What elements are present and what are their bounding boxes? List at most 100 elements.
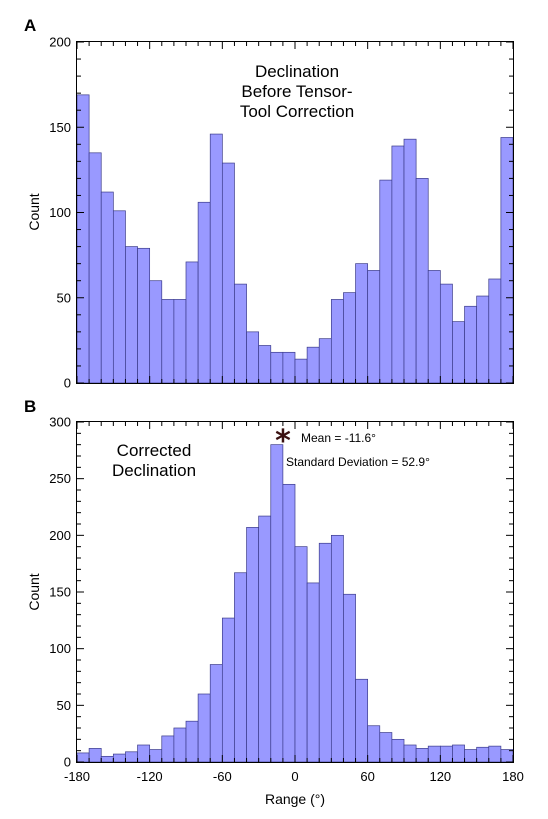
panel-a-bar: [488, 278, 502, 384]
panel-a-bar: [270, 351, 284, 384]
mean-stat: Mean = -11.6°: [301, 431, 376, 445]
panel-b-bar: [282, 483, 296, 763]
panel-a-ytick-label: 0: [64, 376, 71, 391]
panel-a: A 0 50 100 150 200 Count Declination Before …: [24, 16, 514, 391]
panel-a-annotation-line-2: Before Tensor-: [241, 82, 352, 101]
panel-a-frame: [76, 41, 514, 384]
panel-a-ytick-label: 50: [57, 290, 71, 305]
panel-a-ylabel: Count: [26, 193, 42, 230]
panel-b-bar: [330, 534, 344, 763]
panel-a-bar: [112, 210, 126, 384]
panel-b-bar: [125, 751, 138, 763]
panel-b-letter: B: [24, 397, 36, 416]
panel-b-bar: [185, 720, 199, 763]
panel-a-bar: [282, 351, 296, 384]
panel-b-frame: [76, 421, 514, 763]
panel-a-bar: [306, 346, 320, 384]
panel-b-bar: [294, 546, 308, 763]
panel-b-bar: [439, 745, 453, 763]
panel-a-bar: [234, 283, 247, 384]
panel-b-ytick-label: 200: [49, 528, 71, 543]
panel-a-bar: [391, 145, 405, 384]
panel-b-bar: [452, 744, 465, 763]
panel-b-ytick-label: 300: [49, 415, 71, 430]
panel-b-bar: [270, 444, 284, 763]
panel-b-xtick-label: -120: [137, 769, 163, 784]
panel-b-bar: [246, 527, 260, 763]
panel-a-ytick-label: 100: [49, 205, 71, 220]
panel-a-bar: [476, 295, 490, 384]
panel-a-bar: [318, 338, 332, 384]
panel-b-bar: [173, 727, 187, 763]
panel-b-bar: [391, 738, 405, 763]
panel-b-ytick-label: 150: [49, 585, 71, 600]
panel-b-xtick-label: 0: [291, 769, 298, 784]
panel-b-bar: [415, 748, 429, 763]
panel-b-bar: [197, 693, 211, 763]
panel-a-bar: [149, 280, 163, 384]
panel-b-xlabel: Range (°): [265, 791, 325, 807]
panel-b-xtick-label: 60: [360, 769, 374, 784]
panel-b-bar: [500, 749, 514, 763]
panel-a-bar: [88, 152, 102, 384]
panel-b-bar: [149, 749, 163, 763]
panel-b-ticks: 0 50 100 150 200 250 300 -180 -120 -60 0 60 120 180: [49, 415, 524, 785]
panel-a-bar: [464, 305, 478, 384]
panel-a-bar: [452, 321, 465, 384]
panel-a-bar: [367, 270, 381, 384]
panel-b-bar: [379, 732, 393, 763]
panel-a-bar: [415, 178, 429, 384]
panel-b-xtick-label: 120: [429, 769, 451, 784]
panel-b-bar: [161, 735, 175, 763]
mean-marker-icon: *: [275, 424, 291, 459]
panel-a-bar: [185, 261, 199, 384]
panel-b-annotation-line-1: Corrected: [117, 441, 192, 460]
panel-a-bar: [403, 138, 417, 384]
panel-a-bar: [246, 331, 260, 384]
panel-a-bar: [379, 179, 393, 384]
panel-b-bar: [209, 664, 223, 763]
panel-a-bar: [500, 137, 514, 384]
panel-b-bar: [343, 593, 356, 763]
panel-b-xtick-label: -60: [213, 769, 232, 784]
panel-b-ytick-label: 0: [64, 755, 71, 770]
panel-b-xtick-label: -180: [64, 769, 90, 784]
panel-a-bar: [343, 292, 356, 384]
panel-b-bar: [488, 745, 502, 763]
panel-b-bar: [88, 748, 102, 763]
panel-a-ytick-label: 200: [49, 35, 71, 50]
panel-b-bar: [137, 744, 151, 763]
panel-a-bar: [330, 299, 344, 384]
panel-b-bar: [464, 749, 478, 763]
panel-b-bar: [258, 515, 272, 763]
panel-a-bar: [173, 299, 187, 384]
panel-b-annotation-line-2: Declination: [112, 461, 196, 480]
panel-b-bar: [476, 746, 490, 763]
panel-b-bar: [234, 572, 247, 763]
panel-a-bar: [125, 246, 138, 384]
panel-a-bar: [294, 358, 308, 384]
panel-b-ytick-label: 50: [57, 698, 71, 713]
panel-b-bar: [112, 753, 126, 763]
panel-a-bar: [355, 263, 369, 384]
panel-a-bar: [100, 191, 114, 384]
panel-a-ticks: 0 50 100 150 200: [49, 35, 514, 391]
panel-a-bar: [209, 133, 223, 384]
panel-b-bar: [76, 752, 90, 763]
panel-b-bar: [221, 617, 235, 763]
panel-a-bar: [258, 345, 272, 384]
panel-b-bar: [318, 542, 332, 763]
panel-b-ylabel: Count: [26, 573, 42, 610]
panel-a-bars: [76, 94, 514, 384]
panel-b-xtick-label: 180: [502, 769, 524, 784]
panel-b: B 0 50 100 150 200 250 300 -180 -120 -60 0 60 120 180…: [24, 397, 524, 807]
panel-a-bar: [427, 270, 441, 384]
panel-a-bar: [197, 201, 211, 384]
panel-a-bar: [439, 283, 453, 384]
panel-b-bar: [306, 582, 320, 763]
panel-a-bar: [76, 94, 90, 384]
std-dev-stat: Standard Deviation = 52.9°: [286, 455, 430, 469]
panel-b-bar: [367, 725, 381, 763]
panel-a-annotation-line-3: Tool Correction: [240, 102, 354, 121]
panel-b-ytick-label: 100: [49, 641, 71, 656]
